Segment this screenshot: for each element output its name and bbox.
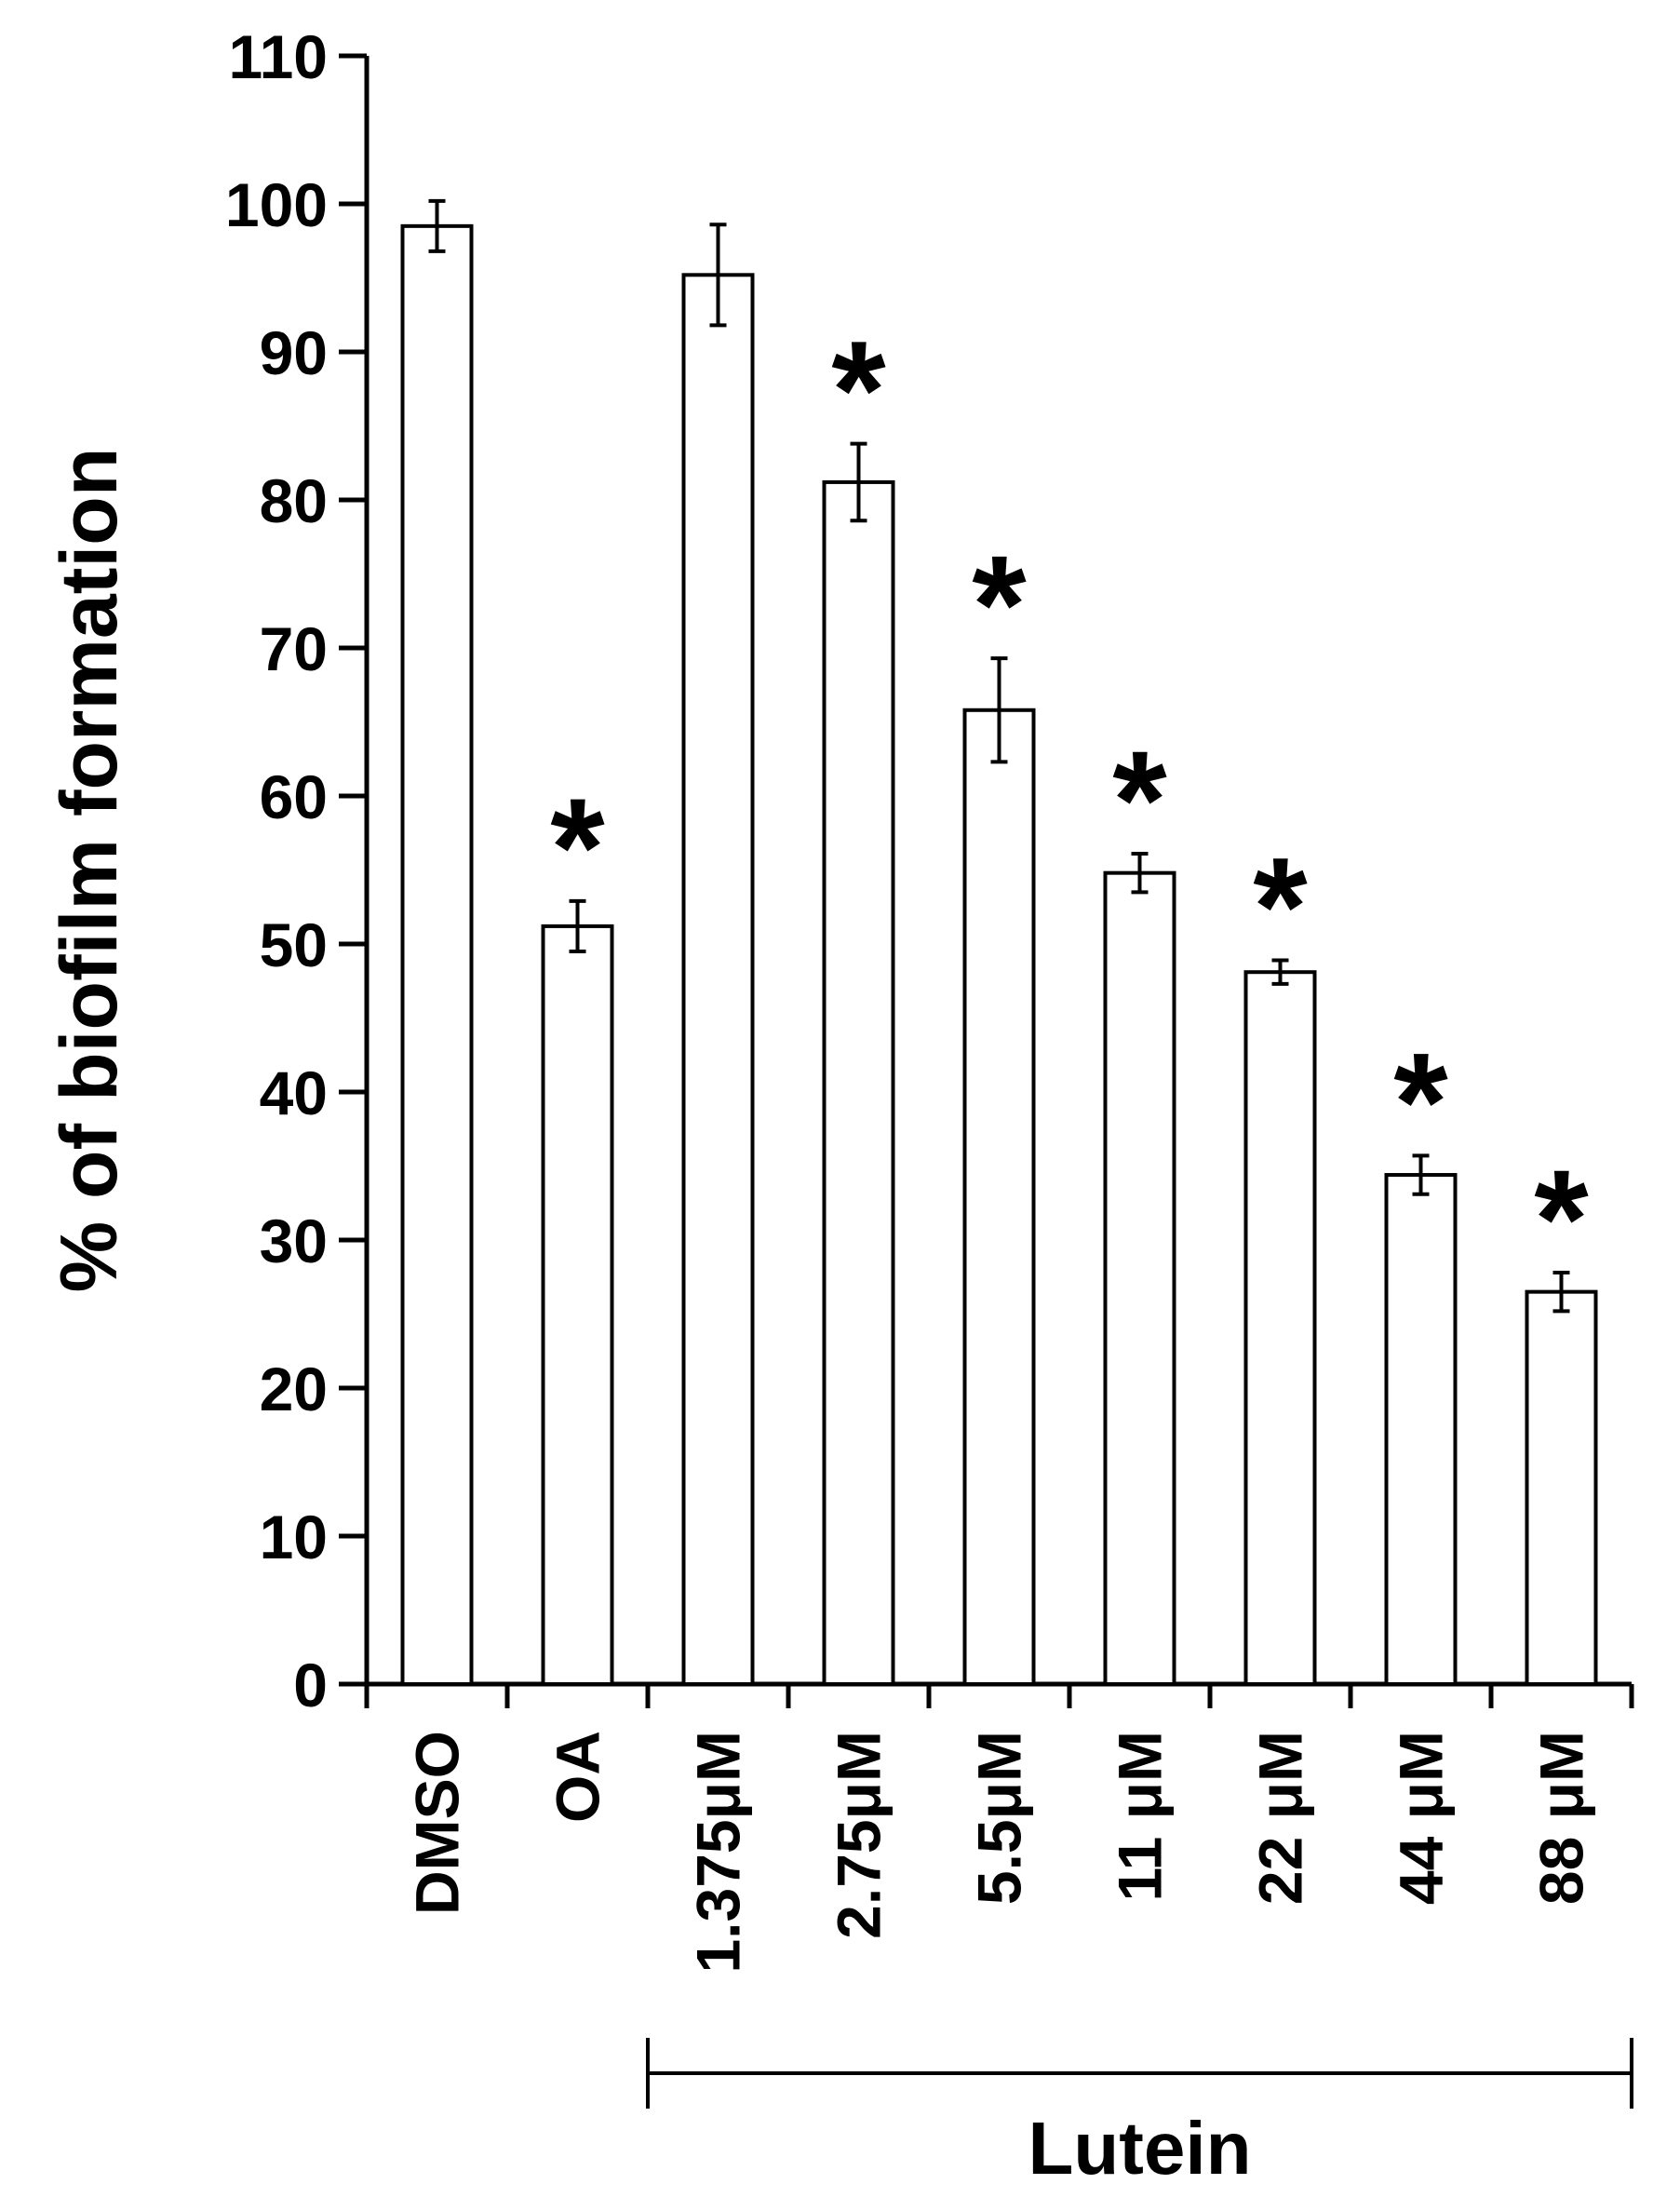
bar xyxy=(400,223,474,1687)
y-tick-label: 0 xyxy=(293,1651,328,1719)
bar xyxy=(1525,1289,1598,1687)
significance-marker: * xyxy=(1253,828,1308,984)
x-category-label: DMSO xyxy=(403,1731,472,1915)
significance-marker: * xyxy=(972,526,1027,682)
y-tick-label: 50 xyxy=(260,910,328,979)
significance-marker: * xyxy=(1393,1023,1448,1180)
x-category-label: 1.375μM xyxy=(684,1731,753,1974)
y-tick-label: 20 xyxy=(260,1355,328,1423)
y-tick-label: 70 xyxy=(260,614,328,683)
y-tick-label: 10 xyxy=(260,1503,328,1571)
y-tick-label: 100 xyxy=(225,170,328,239)
y-tick-label: 30 xyxy=(260,1207,328,1275)
y-tick-label: 90 xyxy=(260,318,328,387)
x-category-label: 5.5μM xyxy=(965,1731,1034,1905)
significance-marker: * xyxy=(831,312,886,468)
axes-layer: 0 10 20 30 40 50 60 70 80 90 100 110 xyxy=(225,22,1634,2109)
y-tick-label: 40 xyxy=(260,1058,328,1127)
bar xyxy=(541,923,614,1686)
y-tick-label: 80 xyxy=(260,466,328,535)
x-category-label: 88 μM xyxy=(1527,1731,1596,1905)
y-axis-label: % of biofilm formation xyxy=(45,448,134,1293)
significance-marker: * xyxy=(550,769,605,925)
bar xyxy=(1243,970,1317,1686)
bar xyxy=(1384,1173,1458,1687)
y-tick-label: 60 xyxy=(260,762,328,831)
x-category-label: 44 μM xyxy=(1387,1731,1456,1905)
x-category-label: 11 μM xyxy=(1106,1731,1175,1901)
x-category-label: OA xyxy=(544,1731,612,1823)
labels-layer: % of biofilm formation DMSO * OA 1.375μM * 2.7… xyxy=(45,312,1596,2190)
y-tick-label: 110 xyxy=(229,22,328,91)
x-category-label: 22 μM xyxy=(1246,1731,1315,1905)
bar xyxy=(681,273,755,1687)
x-category-label: 2.75μM xyxy=(825,1731,894,1939)
bar xyxy=(962,708,1036,1686)
bar xyxy=(1103,870,1176,1686)
bar xyxy=(822,479,895,1686)
significance-marker: * xyxy=(1534,1140,1589,1297)
group-bracket-label: Lutein xyxy=(1028,2107,1252,2190)
bars-layer xyxy=(400,198,1598,1687)
significance-marker: * xyxy=(1112,721,1167,878)
